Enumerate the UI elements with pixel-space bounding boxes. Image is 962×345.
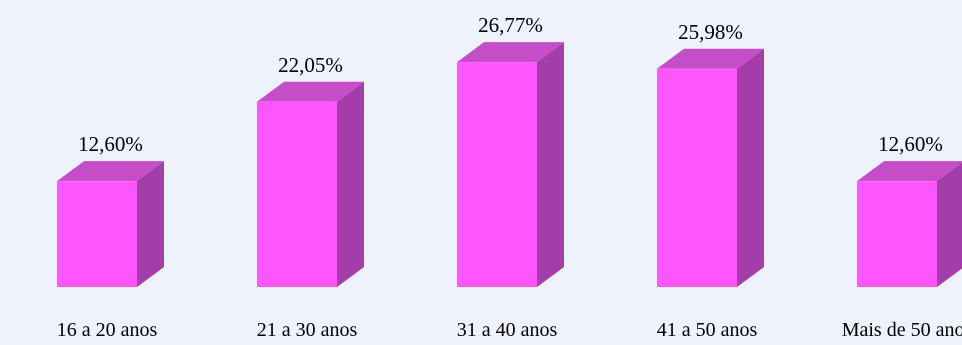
bar-top [457,42,564,63]
category-labels-group: 16 a 20 anos 21 a 30 anos 31 a 40 anos 41 a… [57,319,962,341]
category-label: Mais de 50 anos [842,319,962,341]
bar-3d [257,81,364,287]
bar-top [657,48,764,69]
bar-top [257,81,364,102]
bar-3d [457,42,564,287]
bar-top [857,161,962,182]
bar-3d [57,161,164,287]
bar [57,181,137,287]
bar [257,101,337,287]
bar-side [937,162,962,287]
bar [457,62,537,287]
bar-3d [857,161,962,287]
category-label: 31 a 40 anos [457,319,558,341]
bar-side [137,161,164,287]
data-label: 26,77% [478,13,543,37]
data-label: 12,60% [878,132,943,156]
bar [657,68,737,287]
bar-top [57,161,164,182]
bar-side [737,48,764,287]
bars-group [57,42,962,287]
category-label: 21 a 30 anos [257,319,358,341]
bar-side [537,42,564,287]
bar-side [337,81,364,287]
bar [857,181,937,287]
category-label: 16 a 20 anos [57,319,158,341]
category-label: 41 a 50 anos [657,319,758,341]
data-label: 22,05% [278,53,343,77]
value-labels-group: 12,60% 22,05% 26,77% 25,98% 12,60% [78,13,943,156]
data-label: 12,60% [78,132,143,156]
data-label: 25,98% [678,20,743,44]
bar-3d [657,48,764,287]
